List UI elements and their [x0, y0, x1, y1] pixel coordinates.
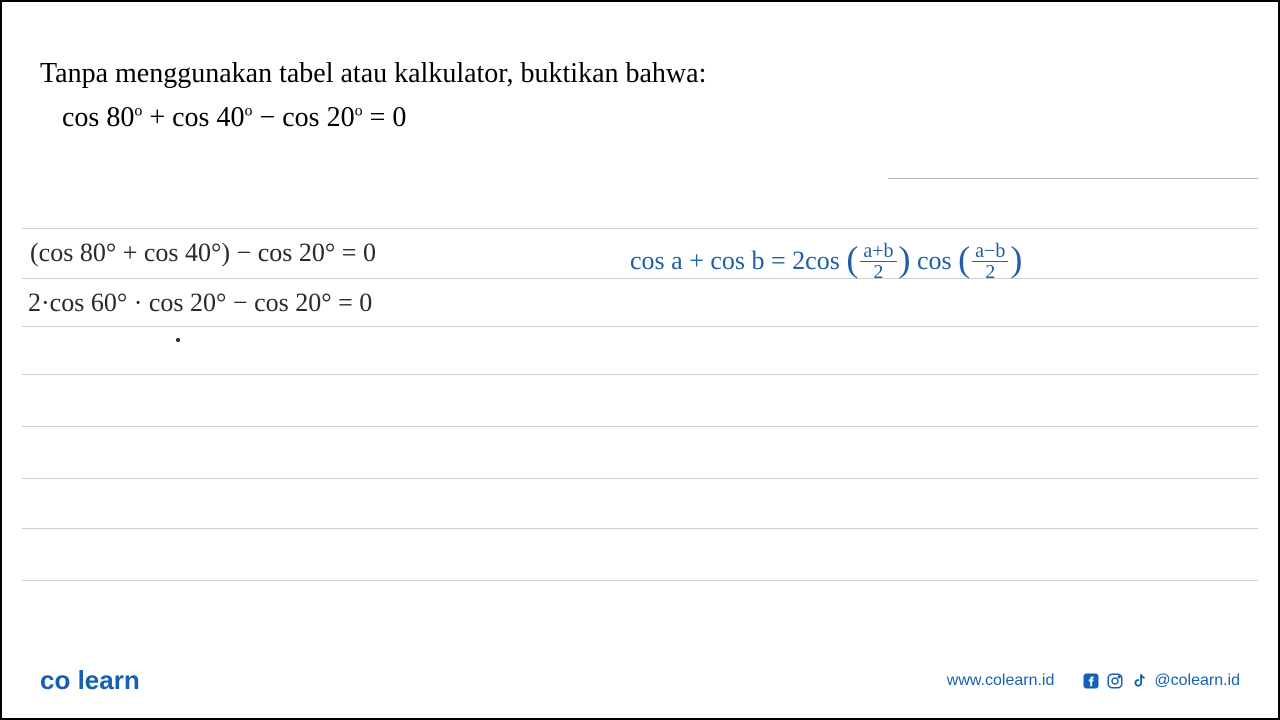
eq-equals: = 0: [363, 102, 407, 133]
handwriting-line-1-right: cos a + cos b = 2cos (a+b2) cos (a−b2): [630, 236, 1022, 284]
footer-url: www.colearn.id: [947, 672, 1055, 690]
degree-symbol: o: [355, 103, 363, 120]
close-paren-2: ): [1010, 239, 1022, 279]
frac2-num: a−b: [972, 241, 1008, 262]
facebook-icon: [1082, 672, 1100, 690]
logo-co: co: [40, 665, 70, 695]
eq-plus: +: [142, 102, 172, 133]
footer-handle: @colearn.id: [1154, 672, 1240, 690]
rule-line: [22, 478, 1258, 479]
eq-cos3: cos 20: [282, 102, 354, 133]
rule-line: [22, 326, 1258, 327]
tiktok-icon: [1130, 672, 1148, 690]
social-icons: @colearn.id: [1082, 672, 1240, 690]
brand-logo: co learn: [40, 665, 140, 696]
eq-cos2: cos 40: [172, 102, 244, 133]
eq-cos1: cos 80: [62, 102, 134, 133]
problem-block: Tanpa menggunakan tabel atau kalkulator,…: [0, 0, 1280, 134]
rule-line: [22, 374, 1258, 375]
rule-line: [22, 528, 1258, 529]
frac1-den: 2: [860, 262, 896, 282]
formula-mid: cos: [917, 246, 952, 275]
footer-right: www.colearn.id @colearn.id: [947, 672, 1240, 690]
frac1-num: a+b: [860, 241, 896, 262]
rule-line: [22, 426, 1258, 427]
logo-separator: [70, 665, 77, 695]
handwriting-line-2: 2·cos 60° · cos 20° − cos 20° = 0: [28, 288, 372, 318]
fraction-1: a+b2: [860, 241, 896, 282]
problem-prompt: Tanpa menggunakan tabel atau kalkulator,…: [40, 58, 1240, 90]
rule-line: [22, 580, 1258, 581]
open-paren-1: (: [846, 239, 858, 279]
rule-line: [22, 228, 1258, 229]
open-paren-2: (: [958, 239, 970, 279]
eq-minus: −: [252, 102, 282, 133]
logo-learn: learn: [78, 665, 140, 695]
short-rule: [888, 178, 1258, 179]
instagram-icon: [1106, 672, 1124, 690]
fraction-2: a−b2: [972, 241, 1008, 282]
formula-prefix: cos a + cos b = 2cos: [630, 246, 840, 275]
problem-equation: cos 80o + cos 40o − cos 20o = 0: [62, 102, 1240, 134]
footer: co learn www.colearn.id @colearn.id: [40, 665, 1240, 696]
frac2-den: 2: [972, 262, 1008, 282]
close-paren-1: ): [899, 239, 911, 279]
stray-dot: [176, 338, 180, 342]
handwriting-line-1-left: (cos 80° + cos 40°) − cos 20° = 0: [30, 238, 376, 268]
